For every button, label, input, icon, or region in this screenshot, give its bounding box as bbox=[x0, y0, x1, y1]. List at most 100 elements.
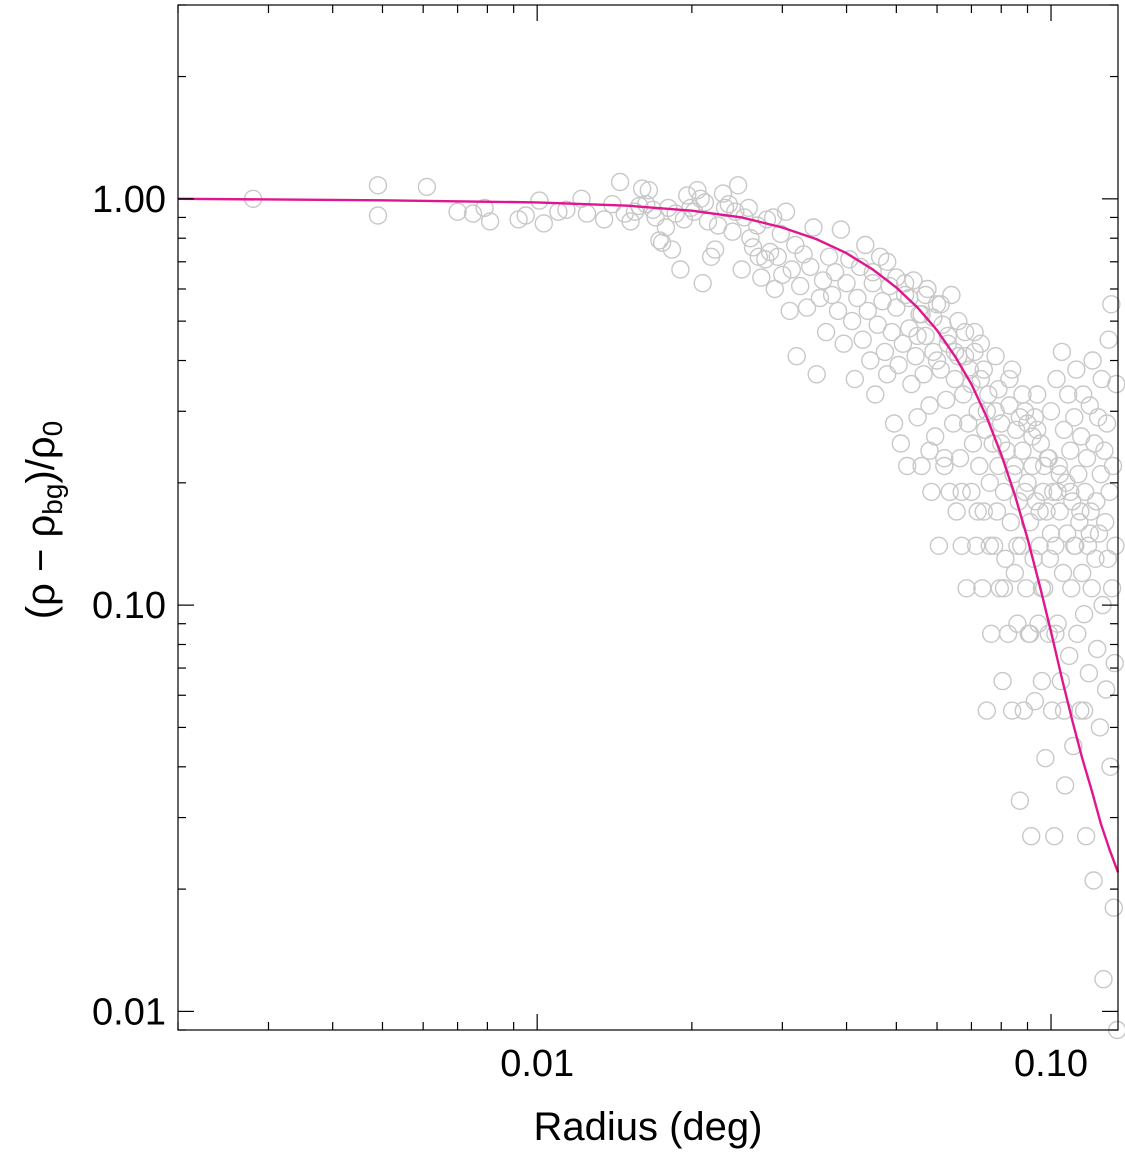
data-point bbox=[656, 218, 676, 237]
data-point bbox=[866, 385, 885, 404]
data-point bbox=[1050, 502, 1070, 521]
data-point bbox=[1074, 605, 1094, 624]
data-point bbox=[1020, 513, 1040, 532]
data-point bbox=[955, 347, 975, 366]
y-tick-label: 1.00 bbox=[92, 179, 166, 221]
data-point bbox=[1047, 369, 1066, 389]
data-point bbox=[994, 482, 1014, 502]
data-point bbox=[816, 322, 836, 342]
data-point bbox=[963, 434, 983, 453]
data-point bbox=[935, 449, 954, 468]
data-point bbox=[1084, 871, 1103, 890]
data-point bbox=[610, 172, 630, 192]
data-point bbox=[825, 263, 845, 282]
data-point bbox=[837, 274, 856, 293]
data-point bbox=[1002, 360, 1022, 379]
data-point bbox=[968, 402, 987, 421]
data-point bbox=[868, 315, 887, 334]
data-point bbox=[1079, 664, 1099, 683]
data-point bbox=[713, 184, 733, 203]
data-point bbox=[927, 295, 947, 314]
data-point bbox=[878, 365, 897, 384]
data-point bbox=[898, 456, 917, 476]
data-point bbox=[1015, 402, 1035, 421]
data-point bbox=[1042, 701, 1062, 720]
data-point bbox=[998, 624, 1018, 643]
data-point bbox=[1102, 579, 1122, 598]
data-point bbox=[940, 482, 959, 502]
model-curve bbox=[177, 197, 1120, 873]
data-point bbox=[1030, 502, 1049, 521]
data-point bbox=[1034, 456, 1054, 476]
data-point bbox=[962, 374, 981, 394]
data-point bbox=[994, 579, 1014, 598]
data-point bbox=[1082, 579, 1101, 598]
data-point bbox=[1074, 701, 1094, 720]
data-point bbox=[804, 218, 823, 237]
data-point bbox=[637, 194, 656, 214]
data-point bbox=[726, 202, 745, 221]
data-point bbox=[974, 360, 993, 379]
data-point bbox=[949, 311, 968, 331]
data-point bbox=[1085, 434, 1104, 453]
data-point bbox=[980, 473, 999, 492]
data-point bbox=[1096, 680, 1116, 699]
data-point bbox=[652, 233, 672, 252]
data-point bbox=[906, 347, 925, 366]
data-point bbox=[771, 224, 790, 244]
data-point bbox=[1097, 414, 1117, 433]
data-point bbox=[797, 298, 817, 317]
data-point bbox=[1105, 653, 1124, 673]
data-point bbox=[1095, 441, 1114, 460]
data-point bbox=[974, 502, 993, 521]
data-point bbox=[723, 222, 742, 241]
data-point bbox=[822, 285, 842, 305]
data-point bbox=[962, 482, 981, 502]
data-point bbox=[950, 449, 970, 468]
data-point bbox=[882, 322, 901, 342]
data-point bbox=[1010, 791, 1030, 810]
data-point bbox=[752, 268, 771, 287]
data-point bbox=[516, 206, 535, 225]
data-point bbox=[719, 194, 738, 214]
data-point bbox=[732, 260, 751, 279]
data-point bbox=[900, 288, 919, 308]
data-point bbox=[801, 257, 820, 277]
data-point bbox=[944, 414, 963, 433]
data-point bbox=[831, 220, 851, 239]
data-point bbox=[1041, 402, 1061, 421]
data-point bbox=[1040, 549, 1060, 568]
data-point bbox=[960, 360, 979, 379]
data-point bbox=[1054, 420, 1074, 440]
data-point bbox=[1089, 524, 1109, 543]
data-point bbox=[1010, 408, 1030, 427]
data-point bbox=[463, 204, 483, 223]
data-point bbox=[834, 334, 853, 353]
data-point bbox=[1061, 482, 1080, 502]
data-point bbox=[475, 198, 494, 218]
data-point bbox=[1104, 898, 1124, 917]
data-point bbox=[996, 549, 1015, 568]
data-point bbox=[782, 260, 801, 279]
data-point bbox=[952, 536, 971, 555]
data-point bbox=[965, 322, 984, 342]
data-point bbox=[776, 202, 796, 221]
data-point bbox=[1050, 465, 1070, 484]
data-point bbox=[889, 355, 908, 375]
data-point bbox=[1068, 624, 1087, 643]
data-point bbox=[942, 285, 961, 305]
data-point bbox=[1027, 385, 1047, 404]
data-point bbox=[916, 326, 935, 346]
data-point bbox=[878, 252, 897, 271]
data-point bbox=[968, 502, 987, 521]
data-point bbox=[955, 322, 975, 342]
x-tick-label: 0.01 bbox=[500, 1043, 574, 1085]
axis-ticks bbox=[177, 4, 1118, 1031]
data-point bbox=[1013, 441, 1032, 460]
data-point bbox=[791, 276, 810, 296]
data-point bbox=[1046, 536, 1065, 555]
data-point bbox=[931, 360, 950, 379]
data-point bbox=[1101, 757, 1120, 776]
data-point bbox=[957, 579, 976, 598]
data-point bbox=[893, 334, 913, 353]
